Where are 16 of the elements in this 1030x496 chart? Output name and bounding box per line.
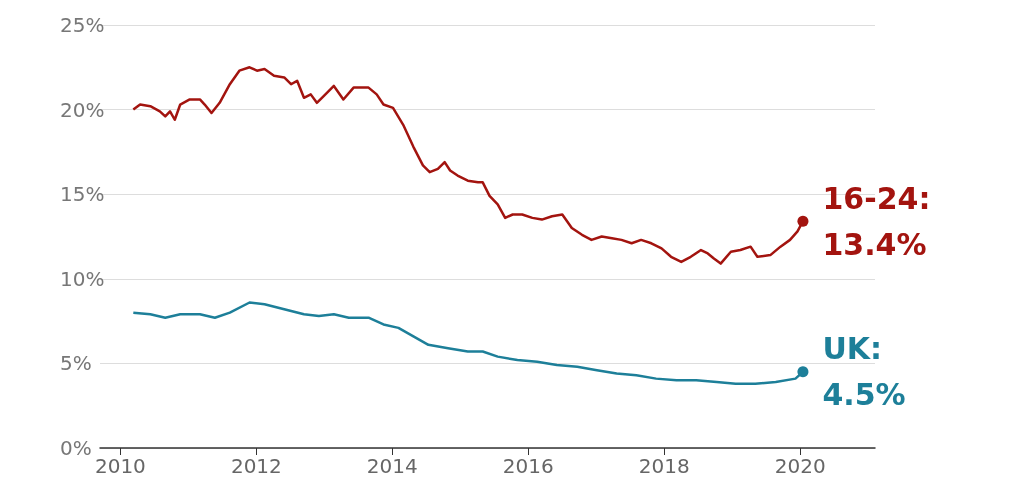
x-tick-label: 2014 [366,454,418,478]
y-tick-label: 25% [60,13,105,37]
y-tick-label: 0% [60,436,92,460]
y-tick-label: 15% [60,182,105,207]
series-label: UK: [822,331,883,367]
x-tick-label: 2012 [230,454,282,478]
y-tick-label: 5% [60,351,92,376]
series-label: 16-24: [822,180,931,216]
x-tick-label: 2020 [774,454,826,478]
x-tick-label: 2010 [94,454,146,478]
x-tick-label: 2018 [638,454,690,478]
y-tick-label: 10% [60,266,105,291]
y-tick-label: 20% [60,97,105,122]
annotation: 13.4% [822,226,927,262]
x-tick-label: 2016 [502,454,554,478]
annotation: 4.5% [822,377,906,413]
